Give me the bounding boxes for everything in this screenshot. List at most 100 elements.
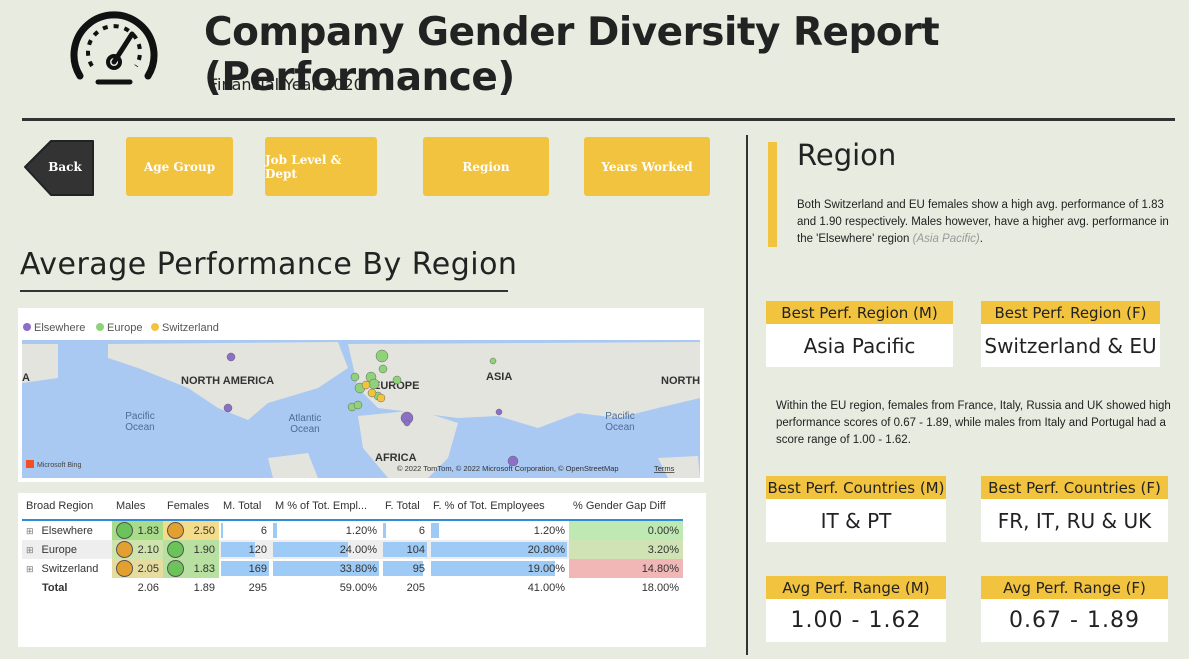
table-cell: 20.80% xyxy=(429,540,569,559)
accent-bar xyxy=(768,142,777,247)
legend: Elsewhere Europe Switzerland xyxy=(23,322,219,334)
cell-text: 6 xyxy=(260,524,267,537)
legend-label: Elsewhere xyxy=(34,322,85,334)
table-cell: 2.10 xyxy=(112,540,163,559)
table-cell: 1.20% xyxy=(429,520,569,540)
card-label: Best Perf. Countries (F) xyxy=(981,476,1168,499)
card-value: Asia Pacific xyxy=(766,324,953,367)
cell-text: 1.90 xyxy=(193,543,215,556)
data-bar xyxy=(383,561,424,576)
cell-text: 1.83 xyxy=(193,562,215,575)
map-label: ASIA xyxy=(486,371,512,383)
table-cell: 24.00% xyxy=(271,540,381,559)
cell-text: 19.00% xyxy=(527,562,565,575)
table-cell: 6 xyxy=(381,520,429,540)
data-bar xyxy=(221,542,256,557)
cell-text: 2.10 xyxy=(137,543,159,556)
column-header: F. Total xyxy=(385,500,420,512)
table-cell: 1.20% xyxy=(271,520,381,540)
bing-logo xyxy=(26,460,34,468)
table-header: Broad Region Males Females M. Total M % of T… xyxy=(22,493,683,520)
total-cell: 295 xyxy=(248,581,267,594)
cell-text: 169 xyxy=(248,562,267,575)
nav-button[interactable]: Years Worked xyxy=(584,137,710,196)
table-cell: 2.50 xyxy=(163,520,219,540)
map-label: Atlantic Ocean xyxy=(289,413,322,435)
status-dot xyxy=(116,522,133,539)
cell-text: 2.50 xyxy=(193,524,215,537)
panel-text: Both Switzerland and EU females show a h… xyxy=(797,197,1169,248)
map-label: EUROPE xyxy=(373,380,419,392)
status-dot xyxy=(116,560,133,577)
table-cell: 1.83 xyxy=(112,520,163,540)
cell-text: Europe xyxy=(41,543,78,556)
table: Broad Region Males Females M. Total M % of T… xyxy=(22,493,683,597)
data-bar xyxy=(431,523,439,538)
card-value: IT & PT xyxy=(766,499,946,542)
table-cell: ⊞ Europe xyxy=(22,540,112,559)
column-header: Males xyxy=(116,500,146,512)
table-cell: ⊞ Switzerland xyxy=(22,559,112,578)
column-header: M % of Tot. Empl... xyxy=(275,500,368,512)
section-title: Average Performance By Region xyxy=(20,247,518,282)
expand-icon: ⊞ xyxy=(26,544,34,555)
data-bar xyxy=(273,561,379,576)
nav-button[interactable]: Region xyxy=(423,137,549,196)
cell-text: 20.80% xyxy=(527,543,565,556)
table-cell: 169 xyxy=(219,559,271,578)
column-header: F. % of Tot. Employees xyxy=(433,500,545,512)
card-label: Best Perf. Region (M) xyxy=(766,301,953,324)
table-cell: 1.83 xyxy=(163,559,219,578)
table-cell: 14.80% xyxy=(569,559,683,578)
cell-text: 33.80% xyxy=(339,562,377,575)
table-row: ⊞ Switzerland 2.05 1.83 169 33.80% 95 19.00% 14.… xyxy=(22,559,683,578)
table-panel: Broad Region Males Females M. Total M % of T… xyxy=(18,493,706,647)
cell-text: 2.05 xyxy=(137,562,159,575)
data-bar xyxy=(273,523,277,538)
ocean-labels: Pacific Ocean Atlantic Ocean Pacific Ocean xyxy=(125,411,634,435)
cell-text: 0.00% xyxy=(647,524,679,537)
column-header: Broad Region xyxy=(26,500,94,512)
table-cell: 3.20% xyxy=(569,540,683,559)
panel-text-end: . xyxy=(979,233,983,245)
table-cell: 0.00% xyxy=(569,520,683,540)
card-label: Best Perf. Region (F) xyxy=(981,301,1160,324)
data-bar xyxy=(431,542,567,557)
data-bar xyxy=(221,561,269,576)
card-label: Avg Perf. Range (F) xyxy=(981,576,1168,599)
cell-text: 3.20% xyxy=(647,543,679,556)
back-button[interactable]: Back xyxy=(23,139,95,197)
total-cell: 205 xyxy=(406,581,425,594)
cell-text: 120 xyxy=(248,543,267,556)
divider xyxy=(22,118,1175,121)
map-label: Pacific Ocean xyxy=(125,411,154,433)
table-cell: 95 xyxy=(381,559,429,578)
status-dot xyxy=(167,541,184,558)
nav-button[interactable]: Job Level & Dept xyxy=(265,137,377,196)
subtitle: Financial Year 2020 xyxy=(209,75,364,94)
expand-icon: ⊞ xyxy=(26,563,34,574)
table-row: ⊞ Europe 2.10 1.90 120 24.00% 104 20.80% 3.20% xyxy=(22,540,683,559)
table-cell: 104 xyxy=(381,540,429,559)
divider-vertical xyxy=(746,135,748,655)
map-terms[interactable]: Terms xyxy=(654,464,675,473)
cell-text: 95 xyxy=(412,562,425,575)
expand-icon: ⊞ xyxy=(26,525,34,536)
back-label[interactable]: Back xyxy=(48,160,82,174)
table-cell: 6 xyxy=(219,520,271,540)
table-cell: 33.80% xyxy=(271,559,381,578)
cell-text: 1.20% xyxy=(533,524,565,537)
map-label: NORTH xyxy=(661,375,700,387)
map-label: NORTH AMERICA xyxy=(181,375,274,387)
total-cell: 2.06 xyxy=(137,581,159,594)
table-cell: 1.90 xyxy=(163,540,219,559)
table-cell: 120 xyxy=(219,540,271,559)
card-value: 0.67 - 1.89 xyxy=(981,599,1168,642)
card-value: FR, IT, RU & UK xyxy=(981,499,1168,542)
total-cell: 41.00% xyxy=(527,581,565,594)
table-row: ⊞ Elsewhere 1.83 2.50 6 1.20% 6 1.20% 0.00% xyxy=(22,520,683,540)
legend-label: Europe xyxy=(107,322,142,334)
panel-title: Region xyxy=(797,138,897,172)
nav-button[interactable]: Age Group xyxy=(126,137,233,196)
